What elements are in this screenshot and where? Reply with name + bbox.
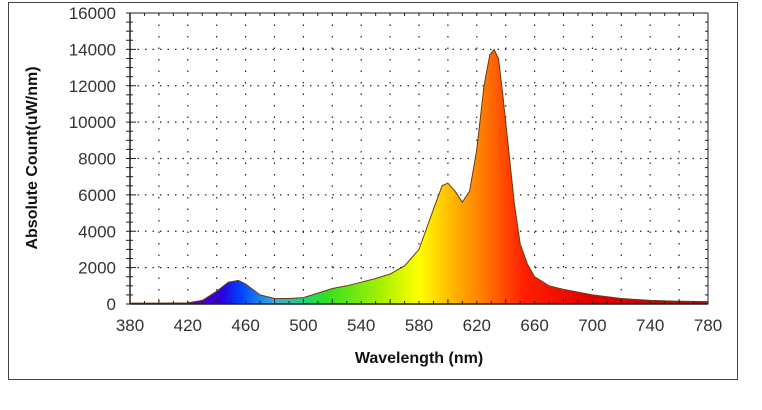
x-tick-label: 380 <box>116 316 144 335</box>
y-tick-label: 14000 <box>69 40 116 59</box>
x-tick-label: 500 <box>289 316 317 335</box>
chart-frame <box>8 2 738 380</box>
x-tick-label: 660 <box>520 316 548 335</box>
y-tick-label: 2000 <box>78 259 116 278</box>
x-tick-label: 540 <box>347 316 375 335</box>
x-tick-label: 700 <box>578 316 606 335</box>
y-tick-label: 6000 <box>78 186 116 205</box>
x-tick-label: 740 <box>636 316 664 335</box>
axes: 380 420 460 500 540 580 620 660 700 740 780 0 2000 40… <box>69 4 722 335</box>
x-tick-label: 780 <box>694 316 722 335</box>
x-tick-label: 460 <box>231 316 259 335</box>
y-tick-label: 4000 <box>78 222 116 241</box>
y-tick-label: 8000 <box>78 150 116 169</box>
x-tick-label: 580 <box>405 316 433 335</box>
y-tick-label: 16000 <box>69 4 116 23</box>
x-tick-label: 620 <box>463 316 491 335</box>
y-axis-label: Absolute Count(uW/nm) <box>24 66 41 249</box>
y-tick-label: 12000 <box>69 77 116 96</box>
spectrum-area <box>129 48 709 305</box>
y-tick-label: 10000 <box>69 113 116 132</box>
y-tick-label: 0 <box>107 295 116 314</box>
x-axis-label: Wavelength (nm) <box>355 350 483 367</box>
x-tick-label: 420 <box>174 316 202 335</box>
